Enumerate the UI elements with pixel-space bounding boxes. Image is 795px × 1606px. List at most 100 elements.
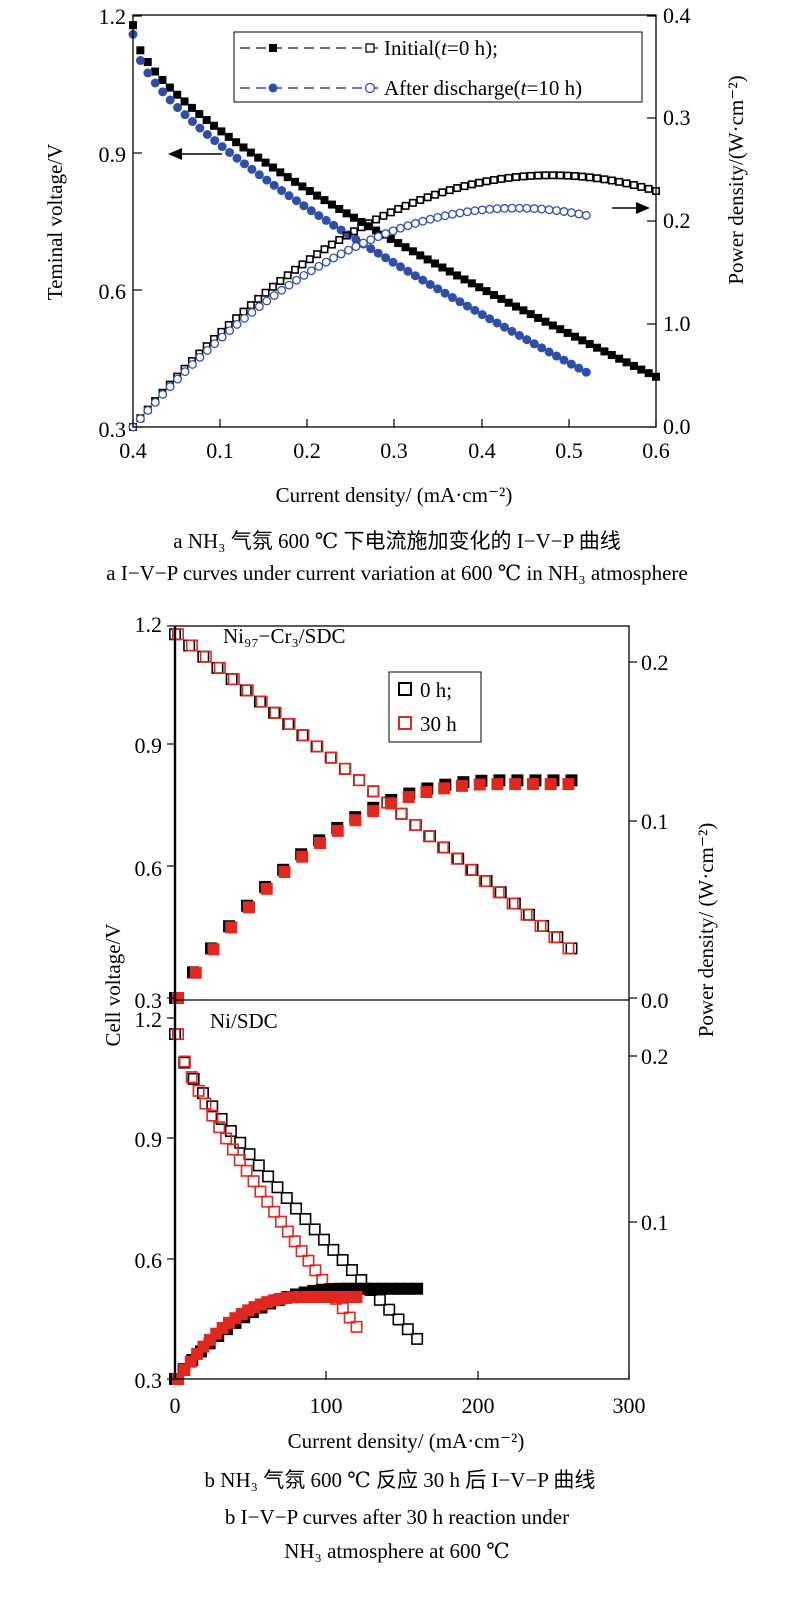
a-series1-point-35 (388, 257, 398, 267)
a-series3-point-36 (396, 223, 405, 233)
a-series0-point-46 (467, 279, 476, 288)
a-series0-point-43 (445, 267, 454, 276)
b2-series0-point-26 (411, 1332, 424, 1345)
b1-series1-point-26 (534, 919, 547, 932)
b1-series1-point-18 (422, 830, 435, 843)
legend-30h-marker (398, 716, 412, 730)
a-series3-point-23 (299, 270, 309, 280)
b1-series0-point-14 (367, 785, 380, 798)
a-series0-point-59 (563, 328, 572, 337)
a-series3-point-3 (150, 397, 160, 407)
legend-after-discharge-sample (240, 82, 378, 94)
b1-series1-point-11 (325, 751, 338, 764)
a-series2-point-31 (357, 223, 366, 232)
a-series2-point-19 (268, 282, 277, 291)
b1-series3-point-9 (331, 824, 344, 837)
a-series2-point-30 (349, 227, 358, 236)
a-series0-point-29 (342, 209, 351, 218)
a-series3-point-31 (358, 238, 368, 248)
a-series3-point-5 (165, 382, 175, 392)
a-series0-point-50 (497, 294, 506, 303)
b1-series3-point-5 (260, 882, 273, 895)
a-series0-point-11 (210, 121, 219, 130)
caption-a-chinese: a NH₃ 气氛 600 ℃ 下电流施加变化的 I−V−P 曲线 (173, 529, 620, 553)
a-series3-point-49 (492, 204, 502, 214)
b2-series1-point-0 (172, 1028, 185, 1041)
a-series1-point-47 (477, 310, 487, 320)
b1-series1-point-25 (520, 908, 533, 921)
a-series0-point-27 (327, 200, 336, 209)
a-series2-point-44 (453, 184, 462, 193)
a-ytick-label-1: 0.6 (99, 279, 127, 304)
b1-series0-point-16 (395, 807, 408, 820)
a-series3-point-44 (455, 208, 465, 218)
b2-series0-point-7 (234, 1136, 247, 1149)
b1-series3-point-8 (313, 837, 326, 850)
b2-series1-point-3 (192, 1084, 205, 1097)
a-series0-point-39 (416, 251, 425, 260)
a-series1-point-33 (373, 248, 383, 258)
a-series3-point-61 (581, 210, 591, 220)
a-series2-point-60 (570, 172, 579, 181)
a-series3-point-33 (373, 232, 383, 242)
b1-series1-point-10 (311, 740, 324, 753)
b2-series0-point-2 (187, 1072, 200, 1085)
b2-ytick-label-2: 0.9 (135, 1127, 163, 1152)
a-series3-point-16 (247, 307, 257, 317)
b1-ytick-label-3: 1.2 (135, 612, 163, 637)
a-series0-point-51 (504, 298, 513, 307)
a-series2-point-55 (534, 171, 543, 180)
a-series1-point-52 (514, 331, 524, 341)
a-y2tick-label-0: 0.0 (663, 414, 691, 439)
legend-initial-label: Initial(t=0 h); (384, 36, 498, 60)
a-series2-point-70 (644, 184, 653, 193)
a-series0-point-67 (622, 358, 631, 367)
a-y-axis-title: Teminal voltage/V (43, 144, 67, 301)
caption-a-english: a I−V−P curves under current variation a… (106, 561, 687, 585)
panel-b-legend: 0 h; 30 h (388, 671, 482, 743)
a-series2-point-38 (408, 198, 417, 207)
a-series2-point-66 (615, 177, 624, 186)
a-series3-point-19 (269, 291, 279, 300)
a-series2-point-54 (526, 171, 535, 180)
a-series0-point-16 (246, 148, 255, 157)
b1-series1-point-8 (283, 718, 296, 731)
a-series0-point-68 (629, 361, 638, 370)
a-series3-point-18 (262, 296, 272, 306)
b2-subplot-title: Ni/SDC (210, 1009, 278, 1033)
a-series1-point-36 (396, 262, 406, 272)
a-series3-point-43 (448, 209, 457, 219)
a-series3-point-25 (314, 261, 324, 271)
a-series1-point-54 (529, 339, 539, 349)
b2-series1-point-13 (261, 1195, 274, 1208)
legend-0h-label: 0 h; (420, 678, 452, 702)
a-series0-point-2 (143, 58, 152, 67)
a-series0-point-37 (401, 243, 410, 252)
b1-series1-point-27 (548, 931, 561, 944)
a-series1-point-43 (448, 293, 458, 303)
a-series0-point-61 (578, 336, 587, 345)
b1-series0-point-1 (183, 639, 196, 652)
b1-series3-point-7 (296, 850, 309, 863)
a-series3-point-52 (514, 203, 524, 213)
b2-series1-point-1 (178, 1055, 191, 1068)
a-series0-point-8 (187, 103, 196, 112)
a-series1-point-14 (232, 153, 242, 163)
b2-series0-point-16 (318, 1233, 331, 1246)
a-series0-point-70 (644, 369, 653, 378)
b1-series3-point-19 (509, 778, 522, 791)
b2-series0-point-11 (271, 1181, 284, 1194)
b2-series1-point-14 (268, 1205, 281, 1218)
b2-series0-point-4 (206, 1100, 219, 1113)
b2-ytick-label-3: 1.2 (135, 1007, 163, 1032)
b-xtick-label-2: 200 (462, 1393, 495, 1418)
b1-series1-point-22 (478, 875, 491, 888)
a-series1-point-23 (299, 201, 309, 211)
b-xtick-label-3: 300 (613, 1393, 646, 1418)
b2-series1-point-6 (213, 1121, 226, 1134)
a-series3-point-58 (559, 207, 569, 216)
a-series1-point-6 (173, 103, 183, 113)
a-series1-point-56 (544, 347, 554, 357)
b2-series3-point-28 (350, 1290, 363, 1303)
b2-series1-point-24 (336, 1302, 349, 1315)
